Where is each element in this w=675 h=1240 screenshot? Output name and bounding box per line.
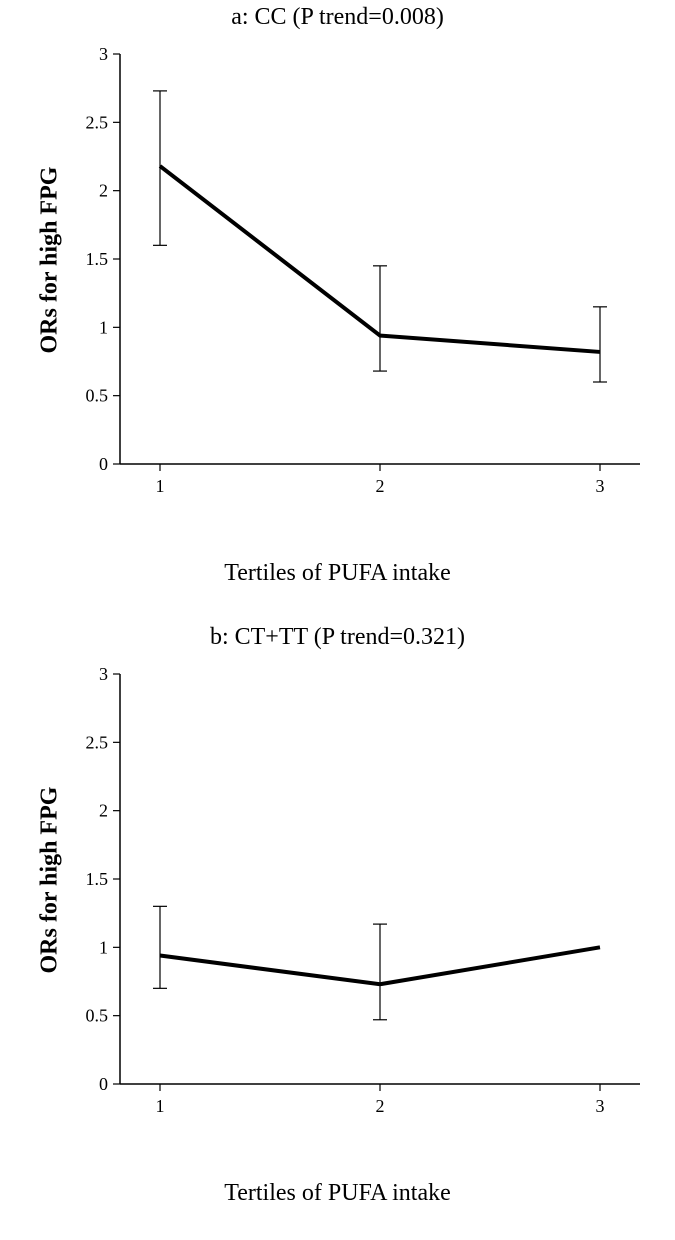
svg-text:1: 1	[156, 476, 165, 496]
svg-text:2.5: 2.5	[86, 732, 109, 752]
panel-a-chart: 0 0.5 1 1.5 2 2.5 3 1 2 3	[0, 34, 675, 534]
figure-container: a: CC (P trend=0.008) ORs for high FPG 0…	[0, 0, 675, 1240]
panel-b: b: CT+TT (P trend=0.321) ORs for high FP…	[0, 620, 675, 1240]
svg-text:2: 2	[376, 476, 385, 496]
svg-text:2: 2	[376, 1096, 385, 1116]
svg-text:1: 1	[156, 1096, 165, 1116]
svg-text:0: 0	[99, 454, 108, 474]
svg-text:1: 1	[99, 317, 108, 337]
panel-a-xlabel: Tertiles of PUFA intake	[0, 560, 675, 587]
svg-text:2: 2	[99, 181, 108, 201]
svg-text:3: 3	[596, 1096, 605, 1116]
panel-a: a: CC (P trend=0.008) ORs for high FPG 0…	[0, 0, 675, 620]
panel-b-xlabel: Tertiles of PUFA intake	[0, 1180, 675, 1207]
panel-b-title: b: CT+TT (P trend=0.321)	[0, 624, 675, 651]
svg-text:2: 2	[99, 801, 108, 821]
svg-text:1.5: 1.5	[86, 869, 109, 889]
svg-text:2.5: 2.5	[86, 112, 109, 132]
panel-a-title: a: CC (P trend=0.008)	[0, 4, 675, 31]
svg-text:0: 0	[99, 1074, 108, 1094]
svg-text:0.5: 0.5	[86, 1006, 109, 1026]
svg-text:1: 1	[99, 937, 108, 957]
svg-text:1.5: 1.5	[86, 249, 109, 269]
svg-text:3: 3	[99, 664, 108, 684]
svg-text:3: 3	[99, 44, 108, 64]
svg-text:0.5: 0.5	[86, 386, 109, 406]
panel-b-chart: 0 0.5 1 1.5 2 2.5 3 1 2 3	[0, 654, 675, 1154]
svg-text:3: 3	[596, 476, 605, 496]
